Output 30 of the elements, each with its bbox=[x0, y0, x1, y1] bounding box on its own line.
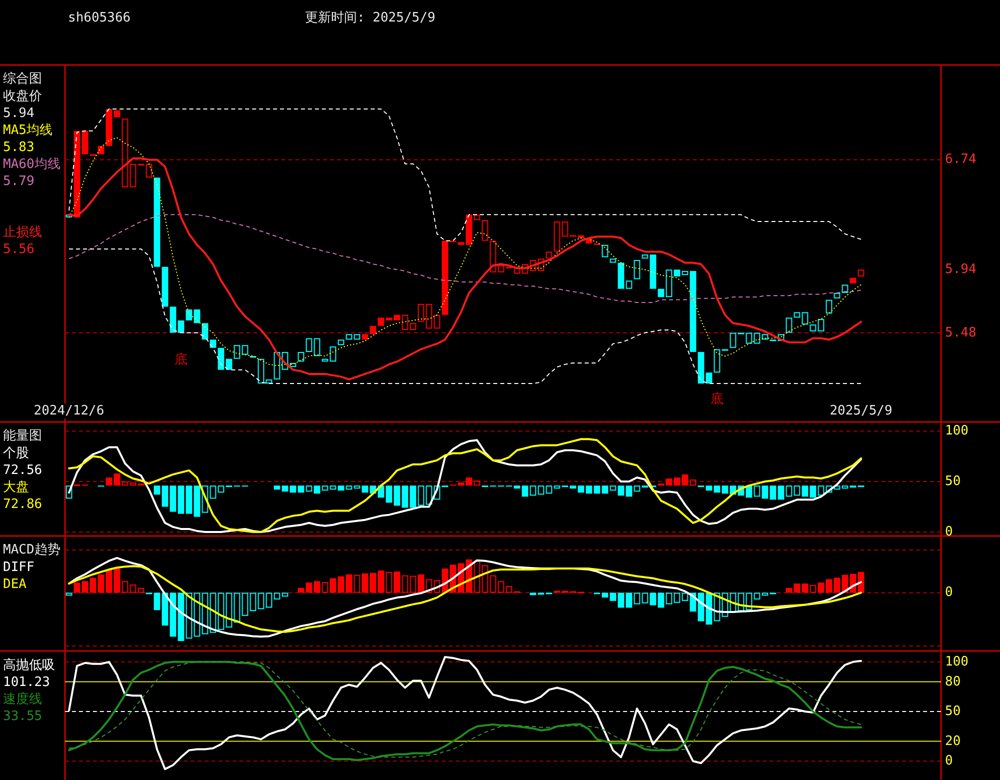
text: DIFF bbox=[3, 560, 34, 574]
series-label: 高抛低吸 101.23 bbox=[3, 656, 55, 690]
legend-title: 综合图 bbox=[3, 72, 42, 86]
text: 个股 72.56 bbox=[3, 446, 42, 478]
y-tick-label: 50 bbox=[945, 474, 961, 490]
y-tick-label: 6.74 bbox=[945, 152, 976, 168]
y-tick-label: 50 bbox=[945, 704, 961, 720]
y-tick-label: 100 bbox=[945, 654, 968, 670]
y-tick-label: 0 bbox=[945, 754, 953, 769]
chart-subtitle: 更新时间: 2025/5/9 bbox=[305, 10, 436, 26]
text: 收盘价 5.94 bbox=[3, 88, 42, 120]
text: MA60均线 5.79 bbox=[3, 156, 60, 188]
text: 底 bbox=[710, 392, 724, 408]
text: 大盘 72.86 bbox=[3, 480, 42, 512]
y-tick-label: 100 bbox=[945, 424, 968, 439]
text: 止损线 5.56 bbox=[3, 224, 42, 256]
chart-title: sh605366 bbox=[68, 10, 131, 26]
x-tick-label: 2025/5/9 bbox=[830, 404, 892, 418]
y-tick-label: 5.94 bbox=[945, 262, 976, 278]
y-tick-label: 0 bbox=[945, 524, 953, 540]
legend-title: MACD趋势 bbox=[3, 542, 60, 558]
y-tick-label: 5.48 bbox=[945, 325, 976, 340]
y-tick-label: 20 bbox=[945, 734, 961, 749]
legend-title: 能量图 bbox=[3, 428, 42, 444]
text: 底 bbox=[174, 352, 188, 368]
text: MA5均线 5.83 bbox=[3, 122, 52, 154]
text: 速度线 33.55 bbox=[3, 690, 42, 724]
y-tick-label: 80 bbox=[945, 674, 961, 690]
text: DEA bbox=[3, 576, 27, 592]
x-tick-label: 2024/12/6 bbox=[34, 404, 104, 418]
